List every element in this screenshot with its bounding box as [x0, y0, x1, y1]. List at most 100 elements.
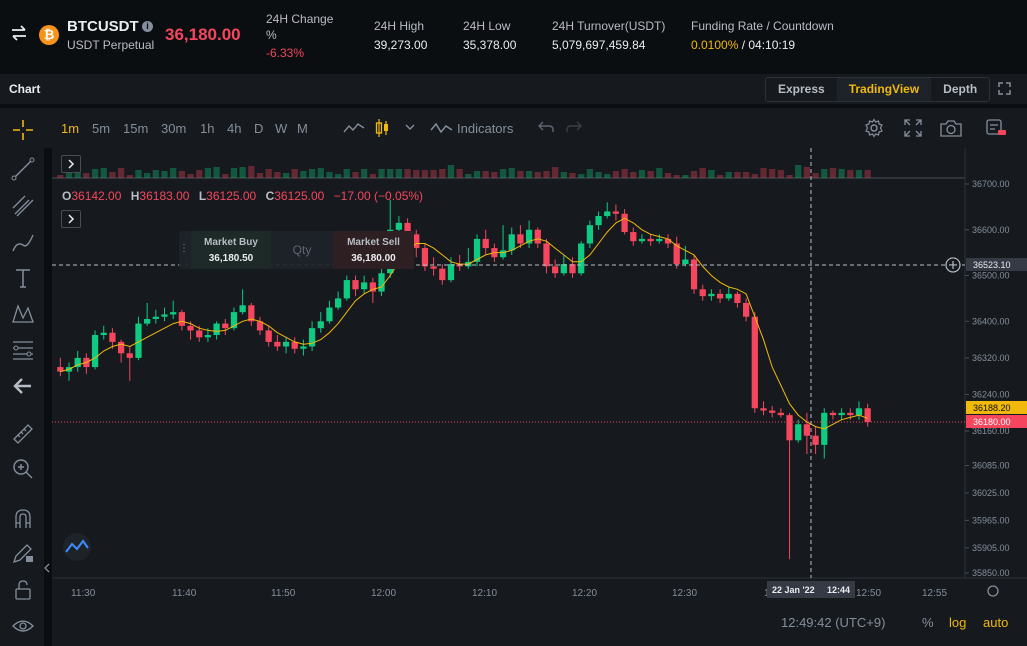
volume-bar: [534, 172, 541, 178]
ohlc-high: H36183.00: [130, 189, 190, 203]
volume-bar: [847, 170, 854, 178]
candle-body: [135, 323, 142, 358]
ohlc-open: O36142.00: [62, 189, 122, 203]
tab-tradingview[interactable]: TradingView: [836, 78, 932, 101]
settings-gear-icon[interactable]: [864, 118, 884, 138]
y-tick-label: 35850.00: [972, 568, 1010, 578]
volume-bar: [760, 168, 767, 178]
volume-bar: [465, 174, 472, 178]
eye-icon[interactable]: [11, 614, 35, 638]
chart-clock[interactable]: 12:49:42 (UTC+9): [781, 615, 886, 630]
ruler-icon[interactable]: [11, 422, 35, 446]
candlestick-chart[interactable]: 36700.00 36600.00 36500.00 36400.00 36320.00…: [52, 148, 1027, 646]
crosshair-clock-label: 12:44: [827, 585, 850, 595]
candlestick-icon[interactable]: [375, 118, 389, 138]
chart-area[interactable]: 36700.00 36600.00 36500.00 36400.00 36320.00…: [52, 148, 1027, 646]
swap-arrows-icon[interactable]: [10, 24, 28, 42]
camera-icon[interactable]: [940, 119, 962, 137]
volume-bar: [109, 172, 116, 178]
stat-value: 35,378.00: [463, 38, 517, 52]
lock-icon[interactable]: [11, 578, 35, 602]
volume-collapse-button[interactable]: [61, 155, 81, 173]
volume-bar: [196, 170, 203, 178]
volume-bar: [352, 172, 359, 178]
volume-bar: [569, 173, 576, 178]
interval-m[interactable]: M: [297, 121, 308, 136]
crosshair-date-label: 22 Jan '22: [772, 585, 815, 595]
zoom-in-icon[interactable]: [11, 457, 35, 481]
interval-15m[interactable]: 15m: [123, 121, 149, 136]
chevron-down-icon[interactable]: [405, 124, 415, 131]
candle-body: [847, 412, 854, 416]
brush-icon[interactable]: [11, 231, 35, 255]
fullscreen-icon[interactable]: [998, 82, 1011, 95]
crosshair-icon[interactable]: [11, 118, 35, 142]
interval-w[interactable]: W: [275, 121, 288, 136]
candle-body: [317, 321, 324, 329]
y-tick-label: 36160.00: [972, 426, 1010, 436]
redo-icon[interactable]: [566, 120, 582, 134]
candle-body: [829, 412, 837, 416]
tab-depth[interactable]: Depth: [943, 82, 978, 96]
interval-1h[interactable]: 1h: [200, 121, 215, 136]
interval-30m[interactable]: 30m: [161, 121, 187, 136]
candle-body: [213, 323, 220, 336]
candle-body: [838, 412, 845, 416]
candle-body: [708, 293, 715, 297]
candle-body: [152, 316, 159, 320]
interval-1m[interactable]: 1m: [61, 121, 80, 136]
trend-line-icon[interactable]: [11, 157, 35, 181]
volume-bar: [829, 168, 837, 178]
parallel-channel-icon[interactable]: [11, 194, 35, 218]
candle-body: [743, 302, 750, 317]
market-buy-button[interactable]: Market Buy 36,180.50: [191, 231, 271, 269]
lock-drawing-pencil-icon[interactable]: [11, 541, 35, 565]
x-tick-label: 12:00: [371, 588, 396, 599]
candle-body: [647, 238, 654, 242]
market-buy-label: Market Buy: [204, 237, 258, 248]
expand-icon[interactable]: [904, 119, 922, 137]
candle-body: [716, 293, 724, 299]
volume-bar: [552, 167, 559, 178]
candle-body: [673, 243, 680, 265]
text-tool-icon[interactable]: [11, 266, 35, 290]
y-tick-label: 36240.00: [972, 390, 1010, 400]
line-chart-icon[interactable]: [343, 120, 365, 136]
fib-retracement-icon[interactable]: [11, 338, 35, 362]
undo-icon[interactable]: [538, 120, 554, 134]
symbol-name[interactable]: BTCUSDT: [67, 18, 139, 35]
candle-body: [222, 323, 229, 329]
volume-bar: [326, 172, 333, 178]
drag-handle-icon[interactable]: ⋮⋮: [179, 243, 199, 254]
market-sell-price: 36,180.00: [351, 253, 396, 264]
legend-collapse-button[interactable]: [61, 210, 81, 228]
magnet-icon[interactable]: [11, 507, 35, 531]
volume-bar: [404, 169, 411, 178]
candle-body: [57, 367, 64, 372]
log-scale-button[interactable]: log: [949, 615, 967, 630]
chevron-right-icon: [68, 159, 75, 169]
market-sell-button[interactable]: Market Sell 36,180.00: [333, 231, 414, 269]
chart-settings-icon[interactable]: [985, 118, 1007, 138]
y-tick-label: 35905.00: [972, 543, 1010, 553]
stat-value: 0.0100% / 04:10:19: [691, 37, 834, 53]
volume-bar: [664, 173, 672, 178]
collapse-sidebar-chevron-icon[interactable]: [43, 562, 51, 574]
interval-5m[interactable]: 5m: [92, 121, 111, 136]
indicators-icon[interactable]: [430, 120, 454, 136]
volume-bar: [387, 169, 394, 178]
moving-average-line: [60, 217, 868, 430]
contract-type: USDT Perpetual: [67, 38, 155, 52]
pattern-icon[interactable]: [11, 302, 35, 326]
info-icon[interactable]: i: [142, 21, 153, 32]
tab-express[interactable]: Express: [778, 82, 825, 96]
interval-4h[interactable]: 4h: [227, 121, 242, 136]
qty-input[interactable]: Qty: [292, 243, 312, 257]
interval-d[interactable]: D: [254, 121, 264, 136]
indicators-button[interactable]: Indicators: [457, 121, 514, 136]
auto-scale-button[interactable]: auto: [983, 615, 1009, 630]
percent-scale-button[interactable]: %: [922, 615, 934, 630]
volume-bar: [152, 170, 159, 178]
volume-bar: [447, 165, 455, 178]
arrow-left-icon[interactable]: [11, 374, 35, 398]
